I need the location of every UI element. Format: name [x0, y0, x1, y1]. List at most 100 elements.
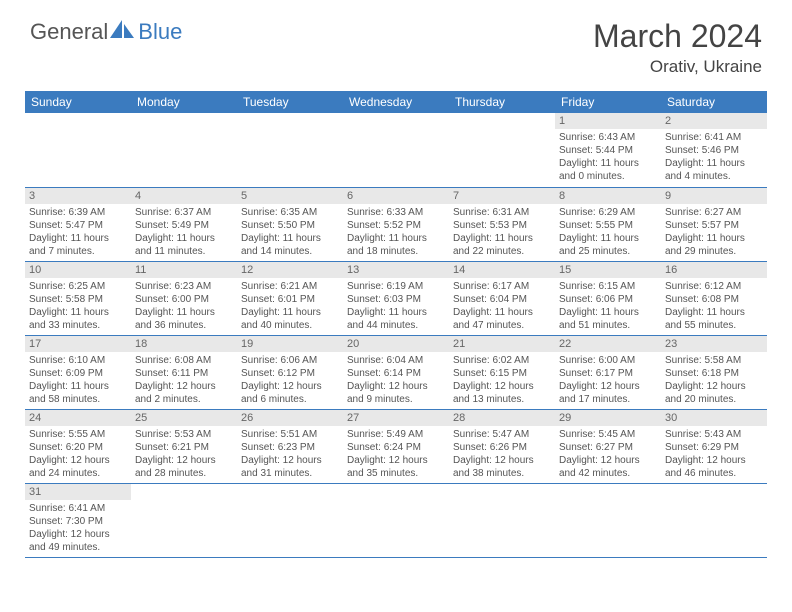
calendar-row: 1Sunrise: 6:43 AMSunset: 5:44 PMDaylight… [25, 113, 767, 187]
day-number: 20 [343, 336, 449, 352]
day-number: 23 [661, 336, 767, 352]
calendar-cell [555, 483, 661, 557]
day-number: 15 [555, 262, 661, 278]
calendar-cell: 2Sunrise: 6:41 AMSunset: 5:46 PMDaylight… [661, 113, 767, 187]
day-number [343, 484, 449, 500]
calendar-cell: 24Sunrise: 5:55 AMSunset: 6:20 PMDayligh… [25, 409, 131, 483]
day-details: Sunrise: 5:49 AMSunset: 6:24 PMDaylight:… [343, 426, 449, 483]
day-details: Sunrise: 6:35 AMSunset: 5:50 PMDaylight:… [237, 204, 343, 261]
day-details: Sunrise: 6:00 AMSunset: 6:17 PMDaylight:… [555, 352, 661, 409]
title-block: March 2024 Orativ, Ukraine [593, 18, 762, 77]
sail-icon [110, 20, 136, 45]
day-number: 24 [25, 410, 131, 426]
calendar-cell: 3Sunrise: 6:39 AMSunset: 5:47 PMDaylight… [25, 187, 131, 261]
day-number [661, 484, 767, 500]
weekday-header: Tuesday [237, 91, 343, 113]
calendar-cell: 1Sunrise: 6:43 AMSunset: 5:44 PMDaylight… [555, 113, 661, 187]
calendar-cell: 26Sunrise: 5:51 AMSunset: 6:23 PMDayligh… [237, 409, 343, 483]
calendar-cell: 20Sunrise: 6:04 AMSunset: 6:14 PMDayligh… [343, 335, 449, 409]
day-details: Sunrise: 6:19 AMSunset: 6:03 PMDaylight:… [343, 278, 449, 335]
day-number: 2 [661, 113, 767, 129]
day-details: Sunrise: 6:04 AMSunset: 6:14 PMDaylight:… [343, 352, 449, 409]
calendar-cell [449, 483, 555, 557]
calendar-cell: 15Sunrise: 6:15 AMSunset: 6:06 PMDayligh… [555, 261, 661, 335]
calendar-cell: 28Sunrise: 5:47 AMSunset: 6:26 PMDayligh… [449, 409, 555, 483]
day-number: 18 [131, 336, 237, 352]
day-details: Sunrise: 6:25 AMSunset: 5:58 PMDaylight:… [25, 278, 131, 335]
calendar-cell: 27Sunrise: 5:49 AMSunset: 6:24 PMDayligh… [343, 409, 449, 483]
day-number: 16 [661, 262, 767, 278]
day-number: 11 [131, 262, 237, 278]
day-number [131, 484, 237, 500]
calendar-cell: 9Sunrise: 6:27 AMSunset: 5:57 PMDaylight… [661, 187, 767, 261]
weekday-header: Saturday [661, 91, 767, 113]
day-number [25, 113, 131, 129]
calendar-cell: 12Sunrise: 6:21 AMSunset: 6:01 PMDayligh… [237, 261, 343, 335]
day-details: Sunrise: 6:02 AMSunset: 6:15 PMDaylight:… [449, 352, 555, 409]
weekday-header: Wednesday [343, 91, 449, 113]
calendar-row: 31Sunrise: 6:41 AMSunset: 7:30 PMDayligh… [25, 483, 767, 557]
calendar-cell: 16Sunrise: 6:12 AMSunset: 6:08 PMDayligh… [661, 261, 767, 335]
day-details: Sunrise: 6:17 AMSunset: 6:04 PMDaylight:… [449, 278, 555, 335]
calendar-cell: 10Sunrise: 6:25 AMSunset: 5:58 PMDayligh… [25, 261, 131, 335]
day-number: 5 [237, 188, 343, 204]
calendar-cell [237, 483, 343, 557]
day-details: Sunrise: 6:10 AMSunset: 6:09 PMDaylight:… [25, 352, 131, 409]
day-number [237, 484, 343, 500]
calendar-cell: 14Sunrise: 6:17 AMSunset: 6:04 PMDayligh… [449, 261, 555, 335]
day-number: 7 [449, 188, 555, 204]
day-details: Sunrise: 6:06 AMSunset: 6:12 PMDaylight:… [237, 352, 343, 409]
day-details: Sunrise: 6:39 AMSunset: 5:47 PMDaylight:… [25, 204, 131, 261]
day-details: Sunrise: 6:33 AMSunset: 5:52 PMDaylight:… [343, 204, 449, 261]
day-number [343, 113, 449, 129]
weekday-header: Thursday [449, 91, 555, 113]
day-details: Sunrise: 6:12 AMSunset: 6:08 PMDaylight:… [661, 278, 767, 335]
day-number: 30 [661, 410, 767, 426]
calendar-cell: 7Sunrise: 6:31 AMSunset: 5:53 PMDaylight… [449, 187, 555, 261]
day-details: Sunrise: 6:21 AMSunset: 6:01 PMDaylight:… [237, 278, 343, 335]
calendar-cell: 5Sunrise: 6:35 AMSunset: 5:50 PMDaylight… [237, 187, 343, 261]
calendar-cell: 29Sunrise: 5:45 AMSunset: 6:27 PMDayligh… [555, 409, 661, 483]
calendar-cell [343, 483, 449, 557]
calendar-cell: 6Sunrise: 6:33 AMSunset: 5:52 PMDaylight… [343, 187, 449, 261]
day-details: Sunrise: 6:08 AMSunset: 6:11 PMDaylight:… [131, 352, 237, 409]
day-details: Sunrise: 6:31 AMSunset: 5:53 PMDaylight:… [449, 204, 555, 261]
header: General Blue March 2024 Orativ, Ukraine [0, 0, 792, 85]
calendar-cell [237, 113, 343, 187]
calendar-cell [661, 483, 767, 557]
logo: General Blue [30, 18, 182, 45]
calendar-cell [343, 113, 449, 187]
logo-text-general: General [30, 19, 108, 45]
location: Orativ, Ukraine [593, 57, 762, 77]
day-number [237, 113, 343, 129]
day-details: Sunrise: 5:53 AMSunset: 6:21 PMDaylight:… [131, 426, 237, 483]
calendar-cell: 21Sunrise: 6:02 AMSunset: 6:15 PMDayligh… [449, 335, 555, 409]
calendar-cell: 11Sunrise: 6:23 AMSunset: 6:00 PMDayligh… [131, 261, 237, 335]
calendar-cell: 18Sunrise: 6:08 AMSunset: 6:11 PMDayligh… [131, 335, 237, 409]
day-number: 27 [343, 410, 449, 426]
calendar-cell: 23Sunrise: 5:58 AMSunset: 6:18 PMDayligh… [661, 335, 767, 409]
day-number [131, 113, 237, 129]
day-number: 1 [555, 113, 661, 129]
day-details: Sunrise: 5:51 AMSunset: 6:23 PMDaylight:… [237, 426, 343, 483]
month-title: March 2024 [593, 18, 762, 55]
calendar-cell: 22Sunrise: 6:00 AMSunset: 6:17 PMDayligh… [555, 335, 661, 409]
day-number: 26 [237, 410, 343, 426]
day-number: 21 [449, 336, 555, 352]
day-details: Sunrise: 5:43 AMSunset: 6:29 PMDaylight:… [661, 426, 767, 483]
calendar-cell [449, 113, 555, 187]
day-number [449, 484, 555, 500]
day-number: 8 [555, 188, 661, 204]
calendar-cell [131, 483, 237, 557]
day-number: 19 [237, 336, 343, 352]
day-number: 12 [237, 262, 343, 278]
calendar-row: 3Sunrise: 6:39 AMSunset: 5:47 PMDaylight… [25, 187, 767, 261]
logo-text-blue: Blue [138, 19, 182, 45]
day-number: 9 [661, 188, 767, 204]
day-details: Sunrise: 5:47 AMSunset: 6:26 PMDaylight:… [449, 426, 555, 483]
day-details: Sunrise: 6:23 AMSunset: 6:00 PMDaylight:… [131, 278, 237, 335]
day-number: 10 [25, 262, 131, 278]
day-number: 28 [449, 410, 555, 426]
day-details: Sunrise: 6:41 AMSunset: 5:46 PMDaylight:… [661, 129, 767, 186]
calendar-row: 17Sunrise: 6:10 AMSunset: 6:09 PMDayligh… [25, 335, 767, 409]
